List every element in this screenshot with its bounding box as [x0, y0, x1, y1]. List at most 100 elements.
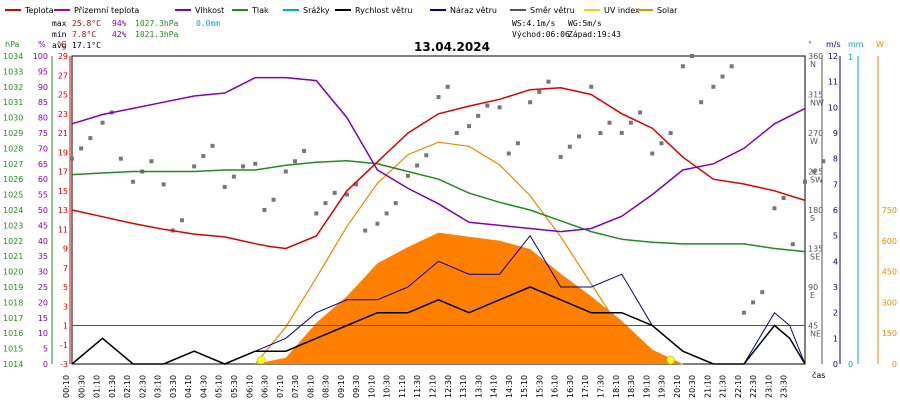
ms-tick: 10 — [828, 103, 838, 112]
wind-direction-point — [415, 163, 420, 168]
wind-direction-point — [100, 120, 105, 125]
x-tick-label: 23:10 — [764, 375, 773, 398]
wind-speed-max: WS:4.1m/s — [512, 19, 556, 28]
wind-direction-point — [650, 151, 655, 156]
legend-label-7: Směr větru — [530, 6, 575, 15]
pct-tick: 15 — [38, 314, 48, 323]
wind-direction-point — [689, 54, 694, 58]
x-tick-label: 23:30 — [780, 375, 789, 398]
x-tick-label: 03:10 — [154, 375, 163, 398]
wind-direction-point — [262, 208, 267, 212]
sunset: Západ:19:43 — [568, 30, 621, 39]
uv-marker — [666, 355, 675, 365]
wind-direction-point — [375, 221, 380, 226]
wind-direction-point — [638, 110, 643, 115]
pct-tick: 55 — [38, 191, 48, 200]
min-hum: 42% — [112, 30, 127, 39]
wind-direction-point — [454, 131, 459, 135]
hpa-tick: 1027 — [3, 160, 23, 169]
pct-tick: 75 — [38, 129, 48, 138]
wind-direction-point — [231, 174, 236, 179]
pct-tick: 35 — [38, 252, 48, 261]
pct-tick: 30 — [38, 268, 48, 277]
mm-tick: 0 — [848, 360, 853, 369]
axis-unit-ms: m/s — [826, 40, 841, 49]
pct-tick: 85 — [38, 98, 48, 107]
x-tick-label: 20:30 — [688, 375, 697, 398]
legend-label-2: Vlhkost — [195, 6, 224, 15]
solar-clear-sky-line — [254, 141, 683, 365]
dir-tick-compass: N — [810, 60, 816, 69]
wind-direction-point — [271, 197, 276, 202]
dir-tick: 315 — [808, 91, 823, 100]
wind-direction-point — [760, 290, 765, 295]
max-press: 1027.3hPa — [135, 19, 179, 28]
pct-tick: 70 — [38, 144, 48, 153]
x-tick-label: 13:10 — [459, 375, 468, 398]
x-tick-label: 00:30 — [77, 375, 86, 398]
wind-direction-point — [607, 120, 612, 125]
legend: Teplota Přízemní teplota Vlhkost Tlak Srážky… — [5, 6, 678, 15]
temperature-line — [71, 87, 806, 250]
wind-direction-point — [283, 169, 288, 174]
wind-direction-point — [576, 134, 581, 139]
hpa-tick: 1018 — [3, 298, 23, 307]
w-tick: 0 — [892, 360, 897, 369]
x-tick-label: 00:10 — [62, 375, 71, 398]
wind-direction-point — [70, 156, 74, 161]
wind-direction-point — [363, 228, 368, 233]
wind-direction-point — [210, 143, 215, 148]
hpa-tick: 1021 — [3, 252, 23, 261]
pct-tick: 50 — [38, 206, 48, 215]
legend-label-6: Náraz větru — [450, 6, 497, 15]
axis-unit-dir: ° — [808, 40, 812, 49]
wind-direction-point — [506, 151, 511, 156]
pct-tick: 80 — [38, 114, 48, 123]
wind-direction-point — [589, 84, 594, 89]
uv-marker — [257, 355, 266, 365]
wind-direction-point — [161, 182, 166, 187]
wind-direction-point — [528, 100, 533, 105]
wind-direction-point — [253, 161, 258, 166]
legend-label-8: UV index — [604, 6, 640, 15]
humidity-line — [71, 76, 806, 233]
x-tick-label: 02:30 — [138, 375, 147, 398]
dir-tick: 180 — [808, 206, 823, 215]
min-label: min — [52, 30, 67, 39]
wind-direction-point — [476, 113, 481, 118]
c-tick: 25 — [58, 91, 68, 100]
ms-tick: 11 — [828, 78, 838, 87]
x-tick-label: 08:10 — [306, 375, 315, 398]
x-tick-label: 17:30 — [596, 375, 605, 398]
wind-direction-point — [803, 179, 807, 184]
x-tick-label: 05:10 — [215, 375, 224, 398]
rain-total: 0.0mm — [196, 19, 220, 28]
ms-tick: 2 — [833, 309, 838, 318]
chart-title: 13.04.2024 — [414, 40, 490, 54]
w-tick: 150 — [882, 329, 897, 338]
wind-direction-point — [292, 159, 297, 164]
wind-direction-point — [680, 64, 685, 69]
c-tick: 7 — [63, 264, 68, 273]
avg-temp: 17.1°C — [72, 41, 101, 50]
dir-tick: 90 — [808, 283, 818, 292]
x-tick-label: 04:30 — [199, 375, 208, 398]
max-temp: 25.8°C — [72, 19, 101, 28]
c-tick: 3 — [63, 302, 68, 311]
hpa-tick: 1024 — [3, 206, 23, 215]
wind-direction-point — [628, 120, 633, 125]
min-press: 1021.3hPa — [135, 30, 179, 39]
x-tick-label: 01:10 — [93, 375, 102, 398]
wind-speed-line — [71, 286, 806, 365]
axis-unit-c: °C — [57, 40, 67, 49]
c-tick: 17 — [58, 168, 68, 177]
x-tick-label: 19:30 — [658, 375, 667, 398]
x-tick-label: 10:30 — [383, 375, 392, 398]
wind-direction-point — [344, 192, 349, 197]
wind-direction-point — [558, 154, 563, 159]
axis-unit-w: W — [876, 40, 884, 49]
wind-direction-point — [729, 64, 734, 69]
c-tick: 5 — [63, 283, 68, 292]
avg-label: avg — [52, 41, 67, 50]
